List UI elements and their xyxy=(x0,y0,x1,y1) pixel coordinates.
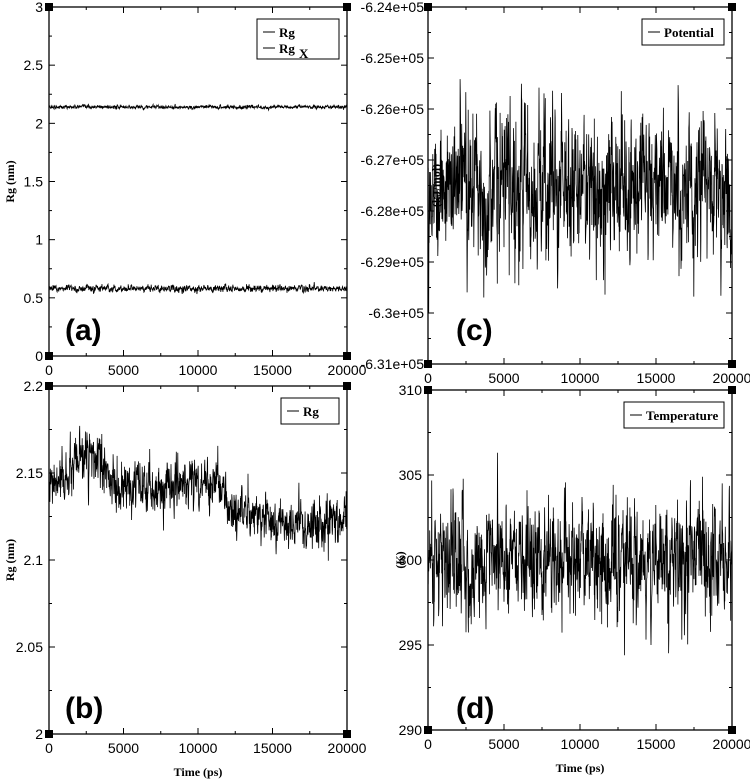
y-axis-label: Rg (nm) xyxy=(3,160,17,202)
y-tick-label: 0.5 xyxy=(24,290,44,306)
y-tick-label: -6.28e+05 xyxy=(361,203,425,219)
panel-label: (b) xyxy=(65,692,103,725)
x-axis-label: Time (ps) xyxy=(174,765,223,779)
x-tick-label: 5000 xyxy=(488,736,519,752)
y-axis-label: (kJ/mol) xyxy=(429,164,443,207)
x-tick-label: 10000 xyxy=(561,736,600,752)
y-axis-label: Rg (nm) xyxy=(3,539,17,581)
x-tick-label: 5000 xyxy=(108,362,139,378)
y-tick-label: 2.1 xyxy=(24,552,44,568)
series-line-d-0 xyxy=(428,452,732,656)
panel-a: 0 5000 10000 15000 20000 0 0.5 1 1.5 2 2.5 3 Rg (nm)… xyxy=(3,0,367,378)
y-tick-label: -6.29e+05 xyxy=(361,254,425,270)
plot-frame xyxy=(48,385,348,735)
x-tick-label: 15000 xyxy=(253,362,292,378)
x-tick-label: 20000 xyxy=(713,370,750,386)
panel-c: 0 5000 10000 15000 20000 -6.31e+05 -6.3e+05 -6.… xyxy=(361,0,750,386)
series-line-a-1 xyxy=(49,282,347,295)
y-tick-label: 295 xyxy=(399,637,423,653)
y-tick-label: 2.5 xyxy=(24,57,44,73)
panel-label: (d) xyxy=(456,692,494,725)
x-tick-label: 20000 xyxy=(328,362,367,378)
y-tick-label: 2.05 xyxy=(16,639,43,655)
x-tick-label: 20000 xyxy=(328,740,367,756)
y-tick-label: 2 xyxy=(35,115,43,131)
series-line-c-0 xyxy=(428,79,732,313)
y-tick-label: -6.25e+05 xyxy=(361,50,425,66)
y-tick-label: 1.5 xyxy=(24,174,44,190)
y-tick-label: 2 xyxy=(35,726,43,742)
legend-subscript: X xyxy=(299,46,309,61)
x-axis-label: Time (ps) xyxy=(556,761,605,775)
y-tick-label: 0 xyxy=(35,348,43,364)
legend-entry: Potential xyxy=(664,25,714,40)
y-tick-label: 3 xyxy=(35,0,43,15)
y-tick-label: -6.3e+05 xyxy=(368,305,424,321)
series-line-b-0 xyxy=(49,425,347,561)
legend-entry: Rg xyxy=(303,404,319,419)
x-tick-label: 0 xyxy=(424,370,432,386)
panel-label: (a) xyxy=(65,314,102,347)
panel-b: 0 5000 10000 15000 20000 2 2.05 2.1 2.15 2.2 Rg (n… xyxy=(3,378,367,779)
x-tick-label: 5000 xyxy=(108,740,139,756)
x-tick-label: 0 xyxy=(45,740,53,756)
y-tick-label: 2.2 xyxy=(24,378,44,394)
x-tick-label: 15000 xyxy=(253,740,292,756)
legend-entry: Rg xyxy=(279,41,295,56)
x-tick-label: 5000 xyxy=(488,370,519,386)
y-tick-label: 305 xyxy=(399,467,423,483)
y-tick-label: 290 xyxy=(399,722,423,738)
y-tick-label: -6.31e+05 xyxy=(361,356,425,372)
y-tick-label: -6.27e+05 xyxy=(361,152,425,168)
x-tick-label: 10000 xyxy=(179,740,218,756)
x-tick-label: 15000 xyxy=(637,370,676,386)
x-tick-label: 0 xyxy=(45,362,53,378)
x-tick-label: 20000 xyxy=(713,736,750,752)
x-tick-label: 0 xyxy=(424,736,432,752)
legend-entry: Rg xyxy=(279,25,295,40)
series-line-a-0 xyxy=(49,102,347,112)
y-tick-label: 300 xyxy=(399,552,423,568)
y-axis-label: (K) xyxy=(393,551,407,568)
y-tick-label: -6.26e+05 xyxy=(361,101,425,117)
panel-label: (c) xyxy=(456,314,493,347)
y-tick-label: -6.24e+05 xyxy=(361,0,425,15)
panel-d: 0 5000 10000 15000 20000 290 295 300 305 310 (K) Ti… xyxy=(393,382,750,775)
y-tick-label: 310 xyxy=(399,382,423,398)
x-tick-label: 10000 xyxy=(179,362,218,378)
legend-box xyxy=(256,18,340,60)
y-tick-label: 1 xyxy=(35,232,43,248)
y-tick-label: 2.15 xyxy=(16,465,43,481)
legend-entry: Temperature xyxy=(646,408,718,423)
x-tick-label: 10000 xyxy=(561,370,600,386)
x-tick-label: 15000 xyxy=(637,736,676,752)
